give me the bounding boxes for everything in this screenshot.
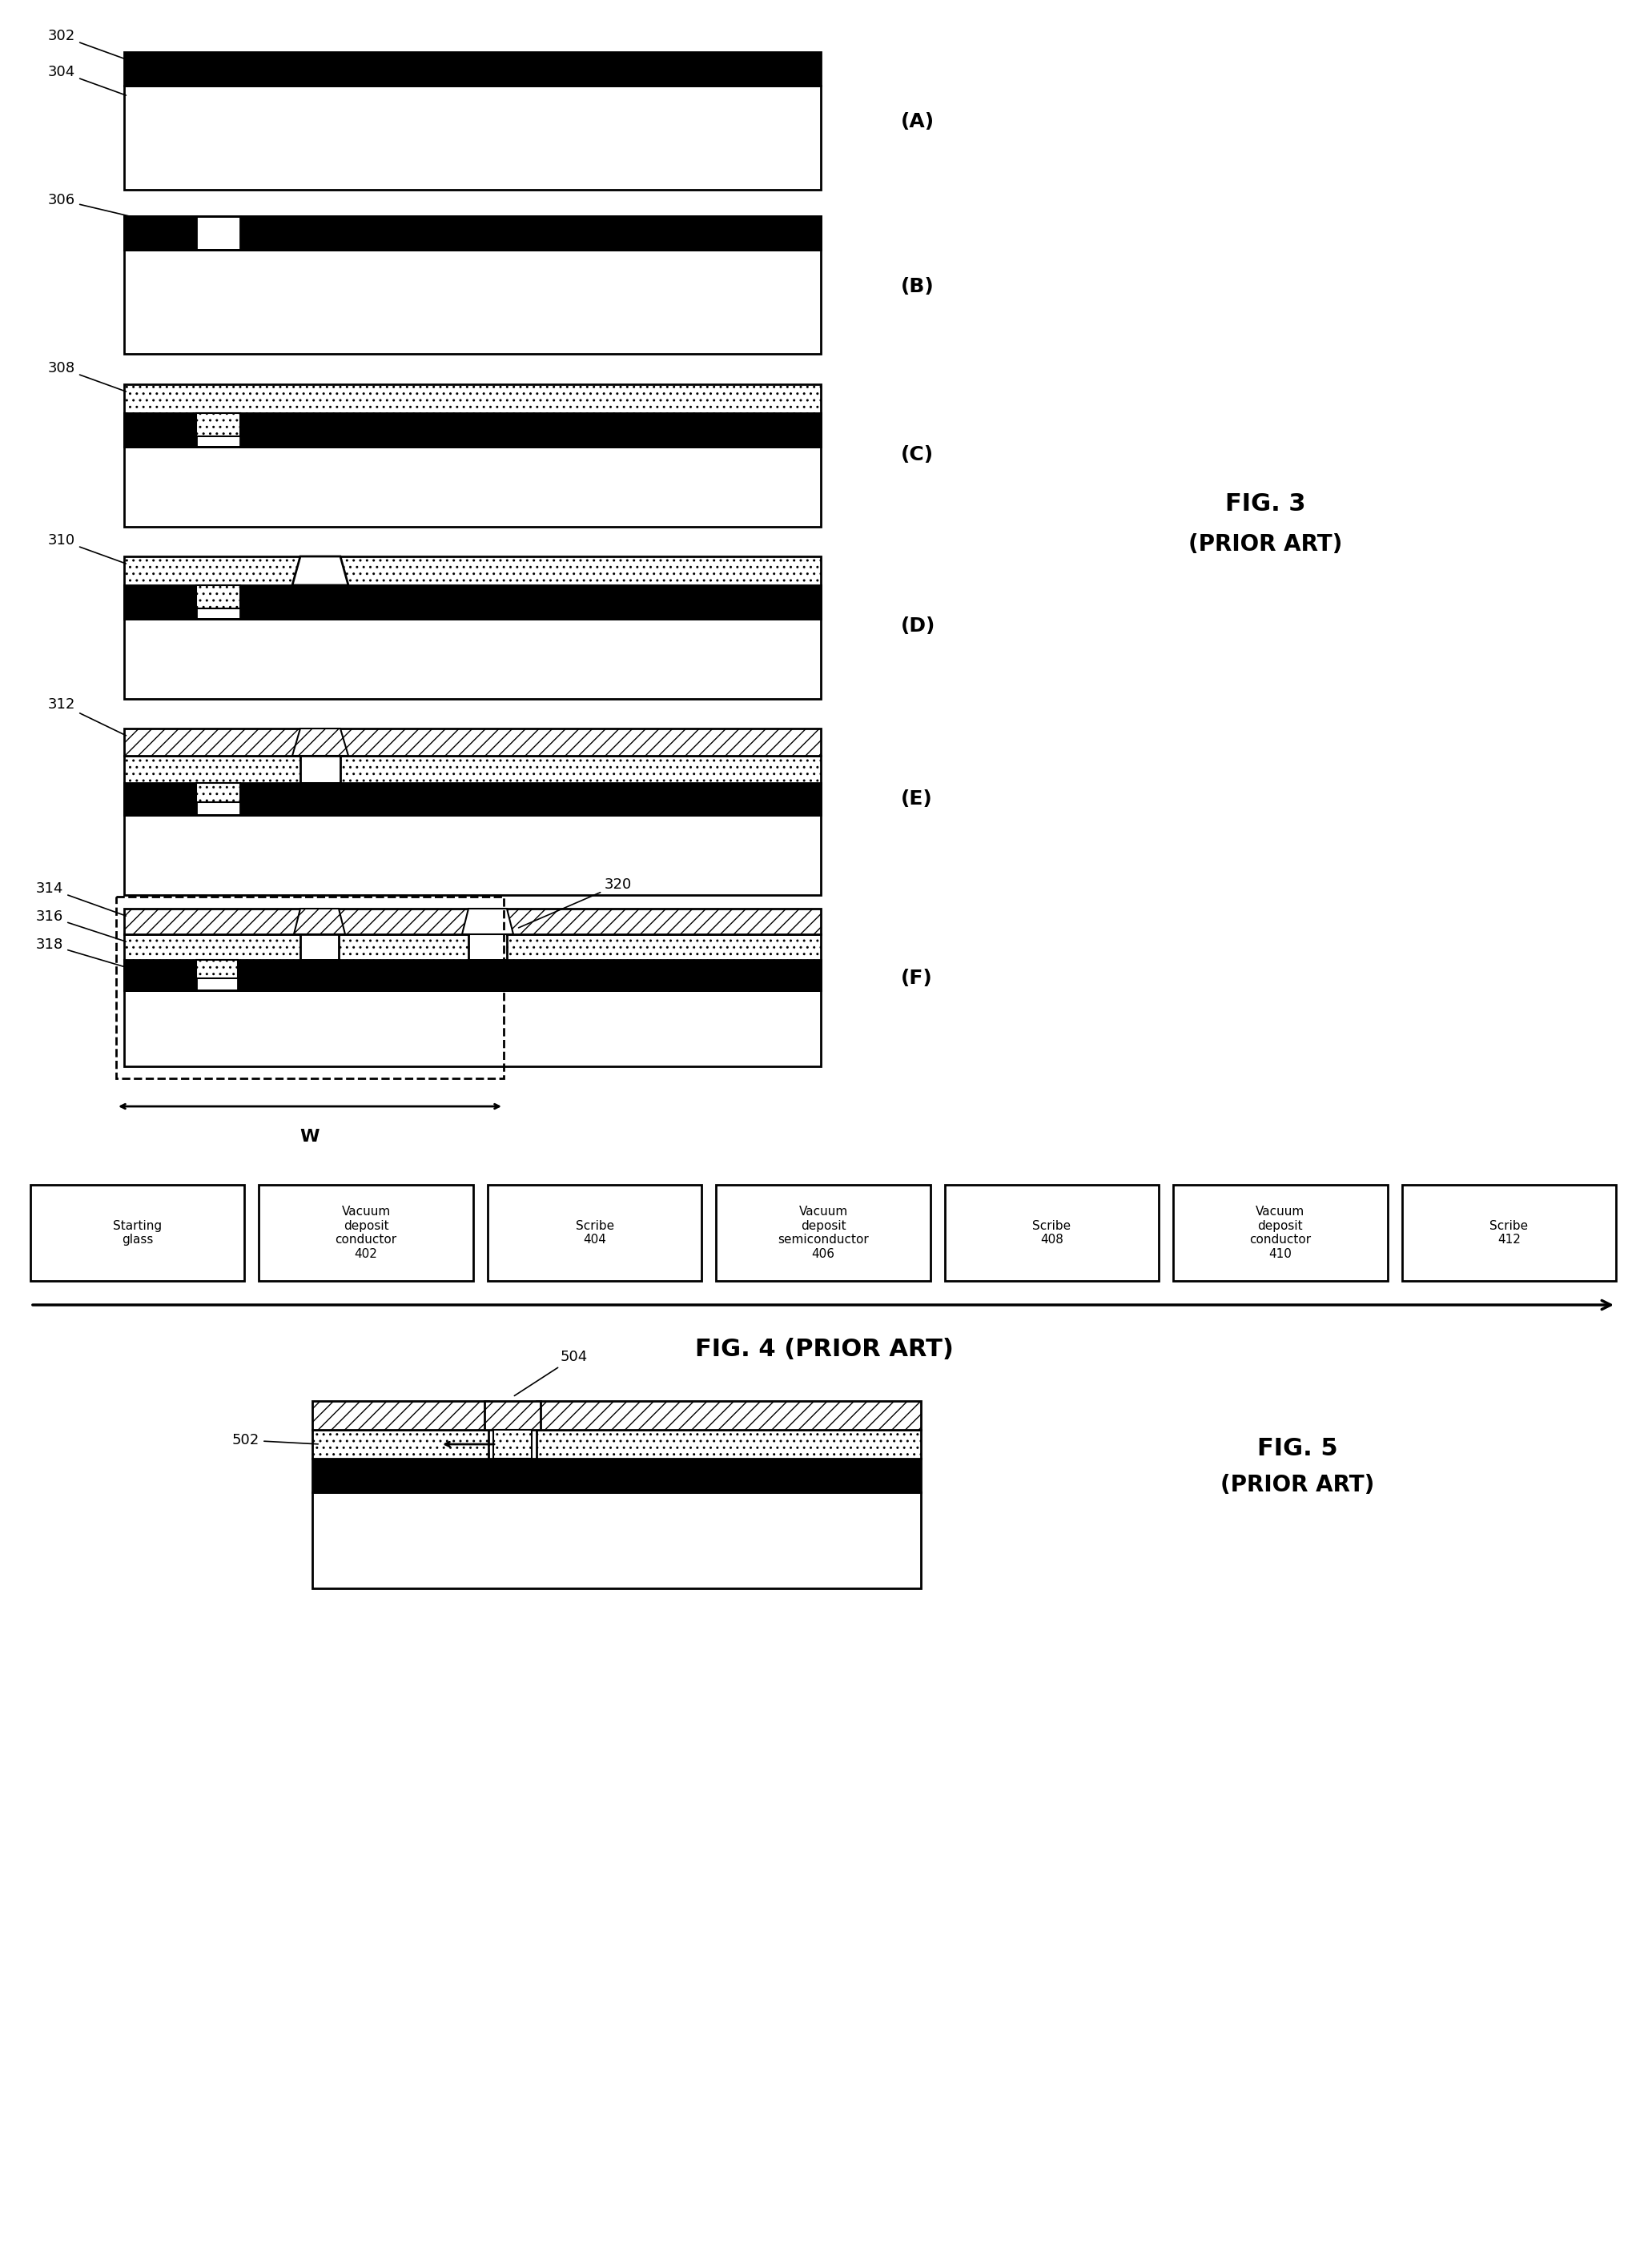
Bar <box>124 447 821 526</box>
Bar <box>313 1429 488 1458</box>
Text: Scribe
404: Scribe 404 <box>575 1220 615 1245</box>
Bar <box>313 1492 921 1588</box>
Polygon shape <box>485 1402 541 1429</box>
Bar <box>241 585 821 619</box>
Bar <box>717 1184 929 1281</box>
Bar <box>196 782 241 803</box>
Text: Vacuum
deposit
conductor
410: Vacuum deposit conductor 410 <box>1249 1207 1312 1259</box>
Bar <box>508 909 821 934</box>
Bar <box>508 934 821 959</box>
Bar <box>488 1184 702 1281</box>
Text: 320: 320 <box>519 878 633 928</box>
Text: 308: 308 <box>48 361 125 392</box>
Bar <box>196 959 237 978</box>
Bar <box>30 1184 244 1281</box>
Text: Vacuum
deposit
semiconductor
406: Vacuum deposit semiconductor 406 <box>778 1207 868 1259</box>
Text: 316: 316 <box>36 909 125 941</box>
Bar <box>537 1429 921 1458</box>
Bar <box>124 782 196 814</box>
Bar <box>124 619 821 699</box>
Text: Starting
glass: Starting glass <box>114 1220 162 1245</box>
Bar <box>124 991 821 1066</box>
Bar <box>124 215 821 249</box>
Bar <box>124 959 196 991</box>
Bar <box>241 782 821 814</box>
Bar <box>124 755 300 782</box>
Polygon shape <box>461 909 513 934</box>
Bar <box>124 413 821 447</box>
Text: (E): (E) <box>901 789 933 807</box>
Text: (PRIOR ART): (PRIOR ART) <box>1188 533 1341 556</box>
Text: (C): (C) <box>901 445 934 465</box>
Bar <box>124 383 821 413</box>
Text: 304: 304 <box>48 66 125 95</box>
Bar <box>124 934 300 959</box>
Text: 314: 314 <box>36 882 125 916</box>
Bar <box>944 1184 1159 1281</box>
Bar <box>124 86 821 191</box>
Polygon shape <box>196 215 241 249</box>
Text: FIG. 3: FIG. 3 <box>1224 492 1305 515</box>
Text: FIG. 5: FIG. 5 <box>1257 1438 1338 1461</box>
Bar <box>1173 1184 1388 1281</box>
Bar <box>124 52 821 86</box>
Bar <box>196 585 241 608</box>
Bar <box>124 728 821 755</box>
Polygon shape <box>292 728 348 755</box>
Bar <box>237 959 821 991</box>
Bar <box>241 215 821 249</box>
Bar <box>115 896 504 1077</box>
Bar <box>124 215 196 249</box>
Polygon shape <box>493 1429 532 1458</box>
Bar <box>196 413 241 438</box>
Bar <box>124 249 821 354</box>
Bar <box>259 1184 473 1281</box>
Bar <box>124 959 821 991</box>
Bar <box>124 814 821 896</box>
Text: (A): (A) <box>901 113 934 132</box>
Text: 310: 310 <box>48 533 125 565</box>
Bar <box>341 556 821 585</box>
Bar <box>341 755 821 782</box>
Text: Scribe
412: Scribe 412 <box>1490 1220 1528 1245</box>
Bar <box>1402 1184 1617 1281</box>
Bar <box>313 1458 921 1492</box>
Bar <box>124 782 821 814</box>
Bar <box>124 585 196 619</box>
Bar <box>339 934 468 959</box>
Text: W: W <box>300 1129 320 1145</box>
Bar <box>124 585 821 619</box>
Text: 312: 312 <box>48 696 127 735</box>
Bar <box>124 909 468 934</box>
Text: 302: 302 <box>48 29 125 59</box>
Text: Vacuum
deposit
conductor
402: Vacuum deposit conductor 402 <box>335 1207 397 1259</box>
Text: 306: 306 <box>48 193 178 227</box>
Text: (B): (B) <box>901 277 934 295</box>
Text: (PRIOR ART): (PRIOR ART) <box>1220 1474 1374 1497</box>
Text: (D): (D) <box>901 617 936 635</box>
Polygon shape <box>292 556 348 585</box>
Bar <box>124 556 300 585</box>
Text: 318: 318 <box>36 937 125 966</box>
Polygon shape <box>293 909 344 934</box>
Text: 504: 504 <box>514 1349 588 1395</box>
Bar <box>537 1402 921 1429</box>
Bar <box>313 1402 488 1429</box>
Text: 502: 502 <box>232 1433 318 1447</box>
Bar <box>124 413 196 447</box>
Text: (F): (F) <box>901 968 933 989</box>
Text: Scribe
408: Scribe 408 <box>1033 1220 1071 1245</box>
Bar <box>241 413 821 447</box>
Text: FIG. 4 (PRIOR ART): FIG. 4 (PRIOR ART) <box>695 1338 953 1361</box>
